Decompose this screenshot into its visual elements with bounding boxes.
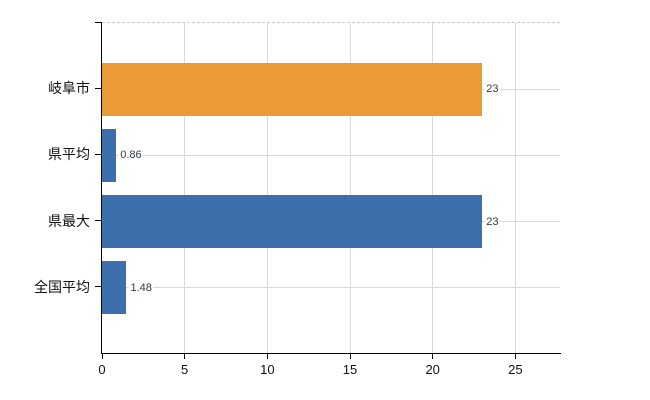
- x-axis-tick: [184, 354, 186, 359]
- y-axis-tick: [95, 286, 101, 288]
- x-tick-label: 20: [425, 362, 440, 377]
- gridline-v: [432, 23, 434, 354]
- x-tick-label: 15: [342, 362, 358, 377]
- y-axis-tick: [95, 87, 101, 89]
- bar: [102, 261, 127, 315]
- category-label: 全国平均: [34, 278, 90, 295]
- x-tick-label: 25: [508, 362, 523, 377]
- x-axis-line: [101, 353, 561, 354]
- gridline-v: [349, 23, 351, 354]
- x-axis-tick: [514, 354, 516, 359]
- bar: [102, 62, 483, 116]
- x-axis-tick: [349, 354, 351, 359]
- x-axis-tick: [432, 354, 434, 359]
- x-tick-label: 0: [98, 362, 106, 377]
- x-tick-label: 10: [260, 362, 275, 377]
- category-label: 県最大: [48, 212, 90, 229]
- gridline-v: [266, 23, 268, 354]
- y-axis-top-tick: [95, 22, 101, 23]
- gridline-v: [184, 23, 186, 354]
- x-axis-tick: [266, 354, 268, 359]
- bar: [102, 195, 483, 249]
- plot-area: 23 0.86 23 1.48: [102, 22, 560, 354]
- bar-value-label: 23: [485, 81, 500, 98]
- gridline-h: [102, 287, 560, 289]
- x-axis-tick: [101, 354, 103, 359]
- y-axis-tick: [95, 220, 101, 222]
- x-tick-label: 5: [181, 362, 189, 377]
- gridline-h: [102, 154, 560, 156]
- bar-value-label: 0.86: [119, 147, 143, 164]
- y-axis-tick: [95, 153, 101, 155]
- category-label: 県平均: [48, 146, 90, 163]
- bar: [102, 128, 117, 182]
- gridline-v: [514, 23, 516, 354]
- bar-value-label: 23: [485, 213, 500, 230]
- y-axis-line: [101, 22, 102, 354]
- category-label: 岐阜市: [48, 80, 90, 97]
- bar-value-label: 1.48: [129, 279, 153, 296]
